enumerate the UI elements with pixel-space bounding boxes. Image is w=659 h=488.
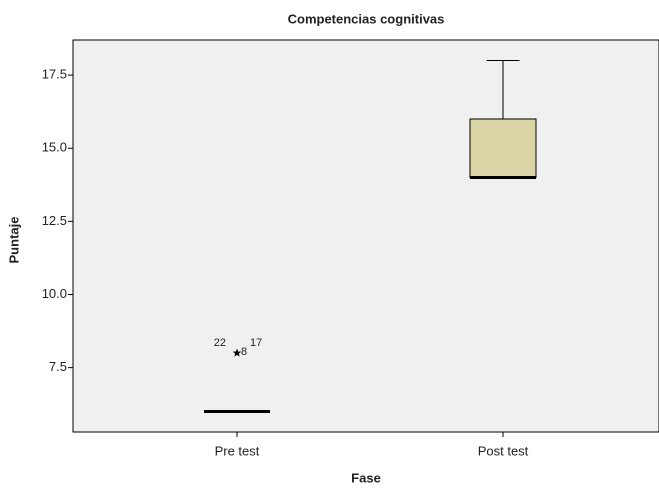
outlier-label: 8 <box>241 346 247 358</box>
plot-area <box>72 39 659 433</box>
y-tick-label: 15.0 <box>42 140 67 155</box>
y-tick-label: 10.0 <box>42 286 67 301</box>
outlier-label: 17 <box>250 337 262 349</box>
y-tick-label: 12.5 <box>42 213 67 228</box>
outlier <box>232 348 242 357</box>
y-axis-label: Puntaje <box>6 217 21 264</box>
y-tick-label: 17.5 <box>42 67 67 82</box>
box <box>469 118 537 178</box>
outlier-label: 22 <box>214 337 226 349</box>
x-tick-label: Pre test <box>215 443 260 458</box>
y-tick-label: 7.5 <box>49 359 67 374</box>
x-tick-label: Post test <box>478 443 529 458</box>
chart-title: Competencias cognitivas <box>288 11 445 26</box>
x-axis-label: Fase <box>351 470 381 485</box>
